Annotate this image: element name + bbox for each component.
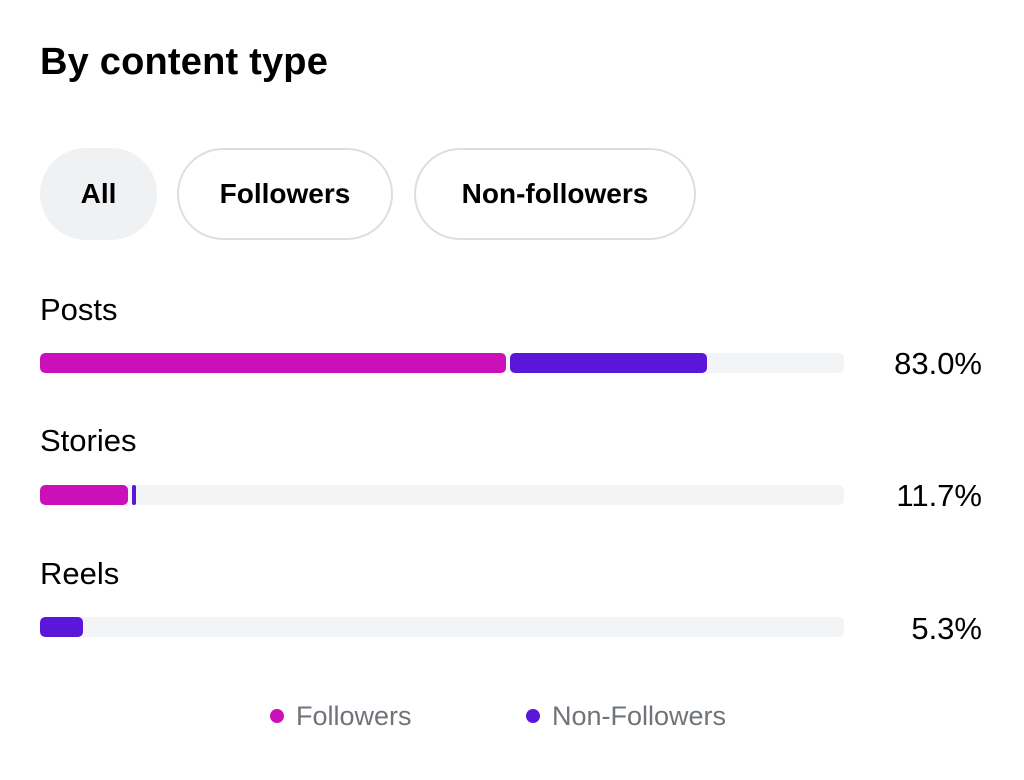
bar-segment-non-followers-posts [510,353,707,373]
row-label-posts: Posts [40,292,118,327]
non-followers-dot-icon [526,709,540,723]
bar-segment-followers-posts [40,353,506,373]
legend-label-non-followers: Non-Followers [552,700,727,731]
legend-item-non-followers: Non-Followers [526,698,726,734]
percent-posts: 83.0% [894,346,982,381]
bar-track-stories [40,485,844,505]
row-label-stories: Stories [40,423,137,458]
percent-reels: 5.3% [911,611,982,646]
row-label-reels: Reels [40,556,120,591]
bar-segment-followers-stories [40,485,128,505]
legend-label-followers: Followers [296,700,412,731]
bar-segment-non-followers-reels [40,617,83,637]
section-title: By content type [40,41,329,83]
bar-segment-non-followers-stories [132,485,136,505]
filter-chip-all[interactable]: All [40,148,157,240]
legend-item-followers: Followers [270,698,412,734]
followers-dot-icon [270,709,284,723]
percent-stories: 11.7% [896,478,982,513]
filter-chip-followers[interactable]: Followers [177,148,393,240]
bar-track-posts [40,353,844,373]
filter-chip-non-followers[interactable]: Non-followers [414,148,696,240]
bar-track-reels [40,617,844,637]
